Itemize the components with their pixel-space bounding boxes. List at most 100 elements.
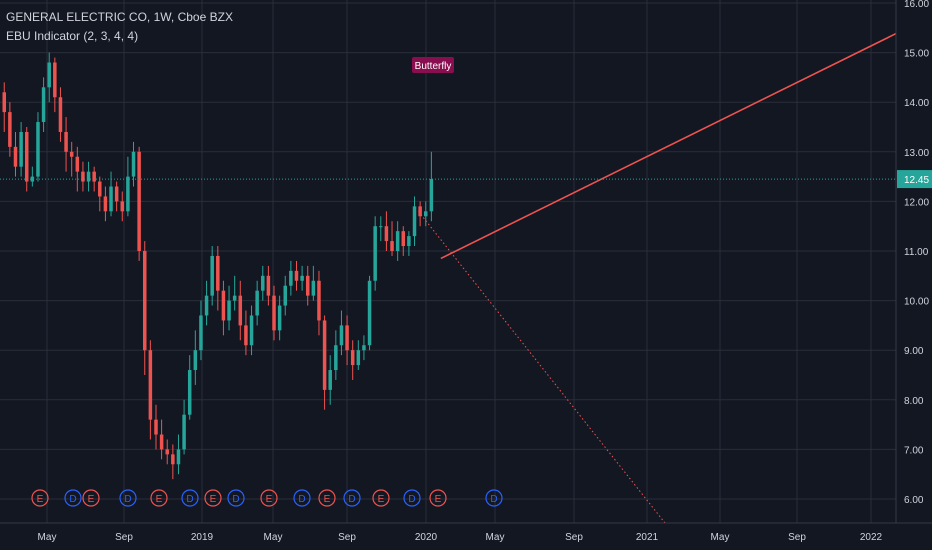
candle — [13, 131, 18, 177]
candle-body — [120, 201, 125, 212]
candle — [204, 280, 209, 326]
candle-body — [58, 97, 63, 132]
candle — [41, 77, 46, 132]
candle-body — [424, 211, 428, 217]
candle-body — [36, 122, 40, 177]
x-tick-label: May — [38, 532, 57, 543]
candle-body — [407, 236, 411, 247]
candle-body — [227, 300, 231, 321]
candle-body — [317, 280, 321, 321]
x-tick-label: 2022 — [860, 532, 883, 543]
dividend-marker: D — [403, 489, 421, 507]
marker-letter: D — [186, 494, 193, 505]
candle-body — [41, 87, 46, 123]
earnings-marker: E — [31, 489, 49, 507]
marker-letter: E — [156, 494, 163, 505]
candle — [283, 275, 287, 316]
earnings-marker: E — [204, 489, 222, 507]
candle-body — [193, 350, 198, 371]
candle-body — [261, 275, 265, 291]
marker-circle — [429, 489, 447, 507]
candle-body — [249, 315, 254, 346]
candle — [266, 265, 271, 306]
candle — [221, 280, 226, 336]
candle — [64, 117, 68, 172]
dividend-marker: D — [343, 489, 361, 507]
candle — [412, 196, 417, 247]
candle — [98, 176, 102, 212]
candle-body — [277, 305, 282, 331]
marker-letter: D — [232, 494, 239, 505]
marker-circle — [227, 489, 245, 507]
candle — [120, 191, 125, 222]
last-price-label: 12.45 — [904, 175, 929, 186]
candle — [429, 151, 434, 222]
y-tick-label: 12.00 — [904, 197, 929, 208]
candle-body — [367, 280, 372, 346]
candle-body — [429, 179, 434, 212]
candle — [126, 156, 130, 217]
x-tick-label: May — [711, 532, 730, 543]
dividend-marker: D — [293, 489, 311, 507]
marker-letter: D — [408, 494, 415, 505]
pattern-label: Butterfly — [412, 57, 454, 73]
candle — [249, 305, 254, 356]
candle-body — [131, 151, 136, 177]
candle-body — [283, 285, 287, 306]
x-tick-label: Sep — [338, 532, 356, 543]
candle-body — [311, 280, 316, 296]
marker-letter: E — [88, 494, 95, 505]
candle — [69, 141, 74, 177]
candle-body — [232, 295, 237, 301]
candle — [8, 102, 12, 157]
y-tick-label: 9.00 — [904, 346, 924, 357]
x-tick-label: 2021 — [636, 532, 659, 543]
candle — [317, 270, 321, 336]
candle-body — [19, 131, 23, 167]
marker-circle — [485, 489, 503, 507]
candle-body — [24, 131, 29, 182]
candle-body — [294, 270, 299, 281]
candle — [339, 310, 344, 356]
marker-letter: E — [378, 494, 385, 505]
marker-letter: E — [37, 494, 44, 505]
candle — [379, 216, 383, 242]
earnings-marker: E — [429, 489, 447, 507]
candle — [216, 246, 220, 311]
marker-circle — [293, 489, 311, 507]
candle-body — [379, 226, 383, 228]
marker-letter: D — [490, 494, 497, 505]
y-tick-label: 6.00 — [904, 495, 924, 506]
candle — [407, 231, 411, 256]
marker-letter: E — [435, 494, 442, 505]
dividend-marker: D — [485, 489, 503, 507]
candle-body — [53, 62, 57, 98]
candle-body — [322, 320, 327, 390]
y-tick-label: 16.00 — [904, 0, 929, 10]
candle — [114, 181, 119, 212]
candle — [390, 221, 394, 256]
candle — [289, 260, 293, 296]
y-tick-label: 10.00 — [904, 297, 929, 308]
earnings-marker: E — [318, 489, 336, 507]
candle — [86, 161, 91, 192]
x-tick-label: 2019 — [191, 532, 214, 543]
candle — [395, 221, 400, 261]
candle-body — [165, 449, 169, 455]
earnings-marker: E — [260, 489, 278, 507]
candle — [401, 226, 406, 256]
marker-letter: E — [266, 494, 273, 505]
x-tick-label: Sep — [565, 532, 583, 543]
candle — [199, 300, 203, 361]
candle-body — [103, 196, 108, 212]
candle — [171, 444, 175, 480]
indicator-legend[interactable]: EBU Indicator (2, 3, 4, 4) — [6, 29, 139, 43]
candle-body — [114, 186, 119, 202]
candle — [47, 52, 51, 103]
candle — [294, 260, 299, 291]
candle-body — [109, 186, 113, 212]
candle-body — [210, 255, 214, 296]
candle-body — [187, 370, 192, 415]
projection-line — [440, 14, 932, 260]
